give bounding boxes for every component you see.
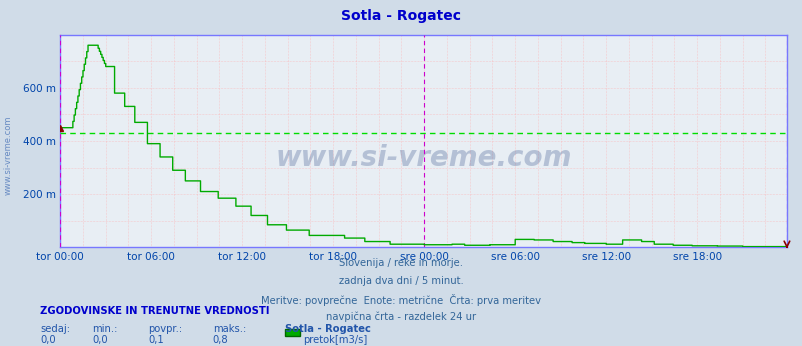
Text: 0,1: 0,1 — [148, 335, 164, 345]
Text: Sotla - Rogatec: Sotla - Rogatec — [341, 9, 461, 22]
Text: navpična črta - razdelek 24 ur: navpična črta - razdelek 24 ur — [326, 312, 476, 322]
Text: www.si-vreme.com: www.si-vreme.com — [3, 116, 13, 195]
Text: pretok[m3/s]: pretok[m3/s] — [303, 335, 367, 345]
Text: maks.:: maks.: — [213, 324, 245, 334]
Text: povpr.:: povpr.: — [148, 324, 182, 334]
Text: zadnja dva dni / 5 minut.: zadnja dva dni / 5 minut. — [338, 276, 464, 286]
Text: Meritve: povprečne  Enote: metrične  Črta: prva meritev: Meritve: povprečne Enote: metrične Črta:… — [261, 294, 541, 306]
Text: ZGODOVINSKE IN TRENUTNE VREDNOSTI: ZGODOVINSKE IN TRENUTNE VREDNOSTI — [40, 306, 269, 316]
Text: 0,0: 0,0 — [92, 335, 107, 345]
Text: 0,0: 0,0 — [40, 335, 55, 345]
Text: 0,8: 0,8 — [213, 335, 228, 345]
Text: Slovenija / reke in morje.: Slovenija / reke in morje. — [339, 258, 463, 268]
Text: min.:: min.: — [92, 324, 118, 334]
Text: Sotla - Rogatec: Sotla - Rogatec — [285, 324, 371, 334]
Text: sedaj:: sedaj: — [40, 324, 70, 334]
Text: www.si-vreme.com: www.si-vreme.com — [275, 144, 571, 172]
